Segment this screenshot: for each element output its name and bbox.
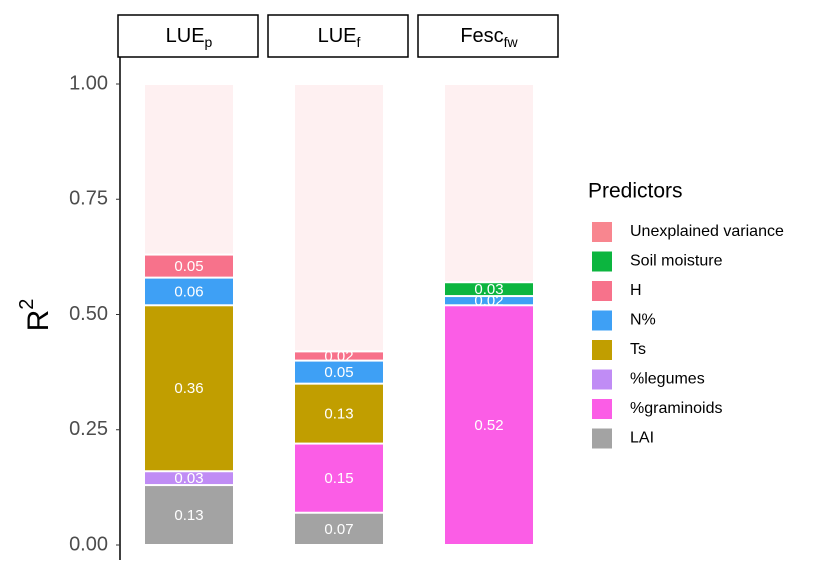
facet-label: LUEf bbox=[318, 25, 361, 49]
data-label: 0.03 bbox=[474, 281, 503, 298]
legend-swatch bbox=[592, 399, 612, 419]
bar-segment bbox=[145, 472, 233, 485]
y-tick-label: 0.25 bbox=[69, 418, 108, 440]
data-label: 0.06 bbox=[174, 283, 203, 300]
legend-title: Predictors bbox=[588, 180, 683, 203]
legend-swatch bbox=[592, 369, 612, 390]
data-label: 0.52 bbox=[474, 417, 503, 434]
bar-segment bbox=[295, 444, 383, 512]
facet-label-sub: p bbox=[205, 34, 213, 50]
legend-swatch bbox=[592, 340, 612, 360]
facet-label-base: LUE bbox=[166, 25, 205, 47]
legend-swatch bbox=[592, 281, 612, 301]
data-label: 0.02 bbox=[474, 293, 503, 310]
bar-segment bbox=[445, 306, 533, 544]
bar-segment bbox=[295, 85, 383, 351]
bar-segment bbox=[145, 255, 233, 277]
facet-box bbox=[117, 14, 259, 58]
bar-segment bbox=[295, 384, 383, 443]
bar-segment bbox=[295, 513, 383, 544]
legend-swatch bbox=[592, 222, 612, 242]
bar-segment bbox=[145, 278, 233, 305]
legend-label: N% bbox=[630, 312, 656, 329]
data-label: 0.13 bbox=[324, 406, 353, 423]
facet-label-base: Fesc bbox=[460, 25, 503, 47]
legend-label: %graminoids bbox=[630, 400, 722, 417]
legend-label: Ts bbox=[630, 341, 646, 358]
legend-swatch bbox=[592, 428, 612, 449]
bar-segment bbox=[295, 352, 383, 360]
bar-segment bbox=[145, 486, 233, 544]
data-label: 0.05 bbox=[174, 258, 203, 275]
data-label: 0.36 bbox=[174, 380, 203, 397]
y-tick-label: 0.75 bbox=[69, 188, 108, 210]
legend-swatch bbox=[592, 251, 612, 272]
y-tick-label: 0.50 bbox=[69, 303, 108, 325]
bar-segment bbox=[445, 85, 533, 282]
facet-label: Fescfw bbox=[460, 25, 518, 49]
y-tick-label: 0.00 bbox=[69, 533, 108, 555]
data-label: 0.15 bbox=[324, 470, 353, 487]
y-axis-title-sup: 2 bbox=[16, 299, 38, 310]
bar-segment bbox=[145, 306, 233, 471]
data-label: 0.02 bbox=[324, 348, 353, 365]
legend-label: LAI bbox=[630, 430, 654, 447]
bar-segment bbox=[145, 85, 233, 254]
legend-label: %legumes bbox=[630, 371, 705, 388]
y-tick-label: 1.00 bbox=[69, 72, 108, 94]
y-axis-title-base: R bbox=[22, 310, 55, 332]
bar-segment bbox=[445, 283, 533, 296]
facet-box bbox=[417, 14, 559, 58]
data-label: 0.13 bbox=[174, 507, 203, 524]
facet-box bbox=[267, 14, 409, 58]
bar-segment bbox=[445, 297, 533, 305]
legend-swatch bbox=[592, 310, 612, 331]
legend-label: H bbox=[630, 282, 642, 299]
y-axis-title: R2 bbox=[16, 299, 55, 332]
data-label: 0.03 bbox=[174, 470, 203, 487]
facet-label-base: LUE bbox=[318, 25, 357, 47]
legend-label: Unexplained variance bbox=[630, 223, 784, 240]
data-label: 0.05 bbox=[324, 364, 353, 381]
facet-label: LUEp bbox=[166, 25, 213, 49]
facet-label-sub: fw bbox=[504, 34, 519, 50]
data-label: 0.07 bbox=[324, 521, 353, 538]
bar-segment bbox=[295, 361, 383, 383]
legend-label: Soil moisture bbox=[630, 253, 723, 270]
facet-label-sub: f bbox=[357, 34, 361, 50]
